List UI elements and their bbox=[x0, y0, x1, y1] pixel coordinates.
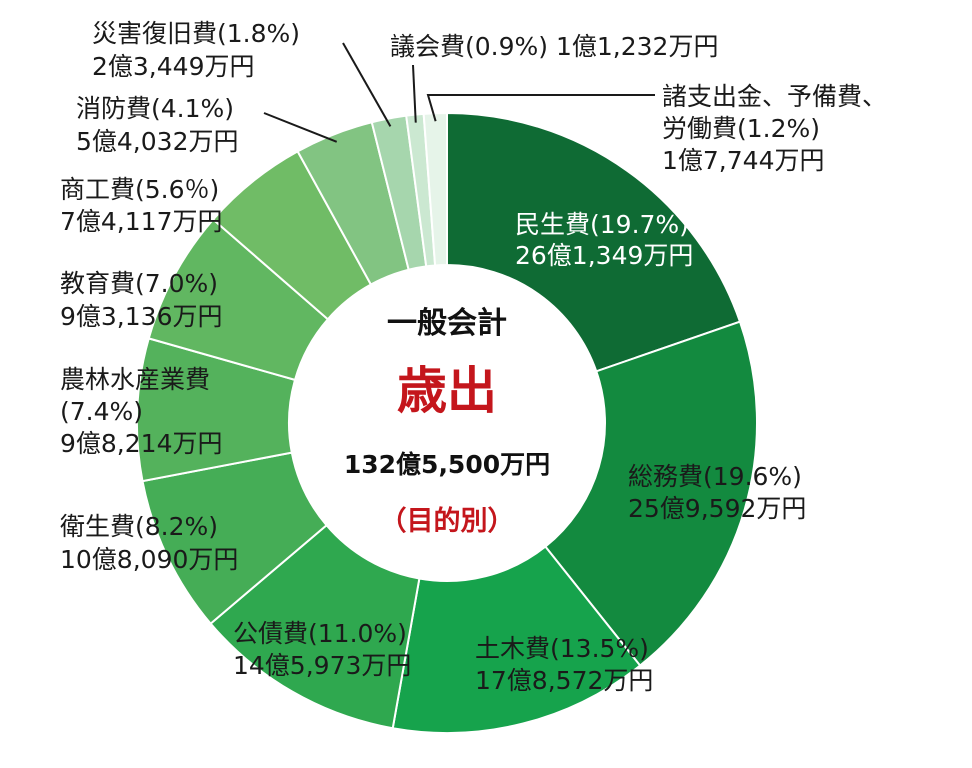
label-kyoiku-name: 教育費(7.0%) bbox=[60, 269, 218, 298]
leader-shobo bbox=[263, 112, 338, 143]
label-doboku-amount: 17億8,572万円 bbox=[475, 666, 653, 695]
label-shoshishutsu-line2: 労働費(1.2%) bbox=[662, 114, 820, 143]
label-saigai-amount: 2億3,449万円 bbox=[92, 52, 254, 81]
label-minsei-name: 民生費(19.7%) bbox=[515, 210, 689, 239]
label-norin-amount: 9億8,214万円 bbox=[60, 429, 222, 458]
leader-gikai bbox=[412, 64, 417, 123]
label-minsei-amount: 26億1,349万円 bbox=[515, 241, 693, 270]
label-norin-percent: (7.4%) bbox=[60, 397, 143, 426]
label-gikai: 議会費(0.9%) 1億1,232万円 bbox=[390, 32, 718, 61]
label-eisei-amount: 10億8,090万円 bbox=[60, 545, 238, 574]
label-somu-amount: 25億9,592万円 bbox=[628, 494, 806, 523]
center-title: 一般会計 bbox=[387, 306, 507, 341]
label-shobo-amount: 5億4,032万円 bbox=[76, 127, 238, 156]
label-shoko-name: 商工費(5.6％) bbox=[60, 175, 219, 204]
label-shoshishutsu-amount: 1億7,744万円 bbox=[662, 146, 824, 175]
label-doboku-name: 土木費(13.5%) bbox=[475, 634, 649, 663]
center-main-label: 歳出 bbox=[397, 362, 497, 420]
label-eisei-name: 衛生費(8.2%) bbox=[60, 512, 218, 541]
label-shoshishutsu-line1: 諸支出金、予備費、 bbox=[662, 82, 887, 111]
label-norin-name: 農林水産業費 bbox=[60, 365, 210, 394]
leader-shoshishutsu bbox=[426, 94, 655, 122]
label-kyoiku-amount: 9億3,136万円 bbox=[60, 302, 222, 331]
center-total: 132億5,500万円 bbox=[344, 450, 550, 479]
label-kosai-name: 公債費(11.0%) bbox=[233, 619, 407, 648]
label-shoko-amount: 7億4,117万円 bbox=[60, 207, 222, 236]
label-shobo-name: 消防費(4.1%) bbox=[76, 94, 234, 123]
label-kosai-amount: 14億5,973万円 bbox=[233, 651, 411, 680]
center-sub-label: （目的別） bbox=[380, 505, 515, 537]
leader-lines bbox=[263, 42, 655, 143]
label-somu-name: 総務費(19.6%) bbox=[628, 462, 802, 491]
label-saigai-name: 災害復旧費(1.8%) bbox=[92, 19, 300, 48]
leader-saigai bbox=[342, 42, 392, 127]
donut-hole bbox=[289, 265, 605, 581]
pie-slices bbox=[136, 111, 758, 734]
